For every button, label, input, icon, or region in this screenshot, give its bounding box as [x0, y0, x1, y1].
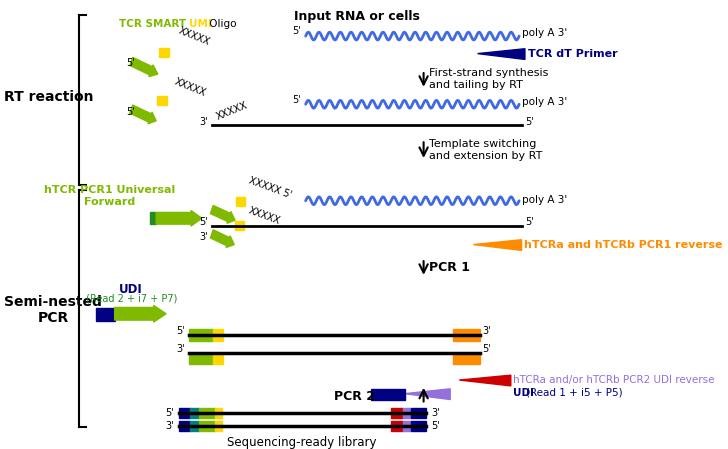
Bar — [159, 48, 170, 57]
Bar — [199, 408, 215, 418]
Bar — [199, 421, 215, 431]
Text: XXXXX: XXXXX — [177, 25, 211, 47]
Text: XXXXX: XXXXX — [214, 100, 249, 122]
Text: 5': 5' — [431, 421, 440, 431]
Text: 3': 3' — [199, 117, 207, 127]
Text: poly A 3': poly A 3' — [522, 28, 567, 38]
Bar — [189, 330, 213, 341]
Bar — [403, 421, 411, 431]
Text: hTCR PCR1 Universal
Forward: hTCR PCR1 Universal Forward — [44, 185, 175, 207]
Bar — [403, 408, 411, 418]
Text: 5': 5' — [176, 326, 185, 336]
Text: Template switching
and extension by RT: Template switching and extension by RT — [429, 139, 542, 161]
Text: (Read 1 + i5 + P5): (Read 1 + i5 + P5) — [526, 388, 622, 398]
Text: 5': 5' — [292, 26, 301, 36]
Text: First-strand synthesis
and tailing by RT: First-strand synthesis and tailing by RT — [429, 68, 548, 90]
Text: 3': 3' — [483, 326, 491, 336]
Text: Sequencing-ready library: Sequencing-ready library — [226, 436, 376, 449]
Text: TCR SMART: TCR SMART — [119, 19, 189, 30]
Text: XXXXX: XXXXX — [248, 205, 282, 226]
Bar — [215, 408, 222, 418]
Bar — [190, 408, 199, 418]
Text: Oligo: Oligo — [206, 19, 237, 30]
Text: (Read 2 + i7 + P7): (Read 2 + i7 + P7) — [86, 293, 177, 304]
Bar — [178, 408, 190, 418]
Text: RT reaction: RT reaction — [4, 90, 94, 105]
Text: 5': 5' — [165, 408, 173, 418]
Bar — [453, 353, 480, 365]
Text: 3': 3' — [431, 408, 440, 418]
Bar — [213, 330, 223, 341]
Text: Input RNA or cells: Input RNA or cells — [294, 10, 420, 23]
Bar — [236, 197, 245, 206]
Text: 3': 3' — [199, 232, 207, 242]
Bar — [391, 421, 403, 431]
FancyArrow shape — [114, 305, 166, 322]
Text: PCR 2: PCR 2 — [334, 390, 376, 403]
Text: 5': 5' — [126, 107, 135, 117]
Bar — [391, 408, 403, 418]
Text: UDI: UDI — [119, 282, 143, 295]
Bar — [215, 421, 222, 431]
Bar — [411, 421, 426, 431]
Bar — [411, 408, 426, 418]
FancyArrow shape — [130, 57, 158, 77]
FancyArrow shape — [210, 230, 234, 247]
Bar — [95, 308, 114, 321]
Text: TCR dT Primer: TCR dT Primer — [529, 48, 618, 59]
Text: hTCRa and hTCRb PCR1 reverse: hTCRa and hTCRb PCR1 reverse — [524, 240, 723, 250]
Polygon shape — [473, 240, 522, 251]
Text: XXXXX 5': XXXXX 5' — [248, 175, 293, 200]
Bar — [149, 212, 156, 224]
Bar — [178, 421, 190, 431]
Bar — [453, 330, 480, 341]
Bar — [189, 353, 213, 365]
Text: 5': 5' — [126, 58, 135, 68]
FancyArrow shape — [156, 211, 202, 226]
Text: 5': 5' — [525, 217, 534, 227]
Text: poly A 3': poly A 3' — [522, 97, 567, 107]
Text: 5': 5' — [525, 117, 534, 127]
Text: PCR 1: PCR 1 — [429, 261, 470, 274]
Text: UMI: UMI — [189, 19, 212, 30]
Polygon shape — [405, 389, 450, 400]
Bar — [190, 421, 199, 431]
Text: 5': 5' — [199, 217, 207, 227]
Text: 5': 5' — [292, 95, 301, 106]
FancyArrow shape — [210, 206, 235, 223]
FancyArrow shape — [130, 105, 156, 124]
Text: XXXXX: XXXXX — [173, 77, 207, 98]
Text: 5': 5' — [483, 344, 491, 354]
Text: 3': 3' — [177, 344, 185, 354]
Bar — [213, 353, 223, 365]
Text: poly A 3': poly A 3' — [522, 195, 567, 205]
Bar — [371, 389, 405, 400]
Bar — [235, 221, 244, 230]
Text: 3': 3' — [165, 421, 173, 431]
Text: Semi-nested
PCR: Semi-nested PCR — [4, 295, 102, 325]
Text: UDI: UDI — [513, 388, 538, 398]
Bar — [157, 97, 167, 105]
Polygon shape — [478, 49, 525, 59]
Polygon shape — [459, 375, 511, 386]
Text: hTCRa and/or hTCRb PCR2 UDI reverse: hTCRa and/or hTCRb PCR2 UDI reverse — [513, 375, 715, 385]
